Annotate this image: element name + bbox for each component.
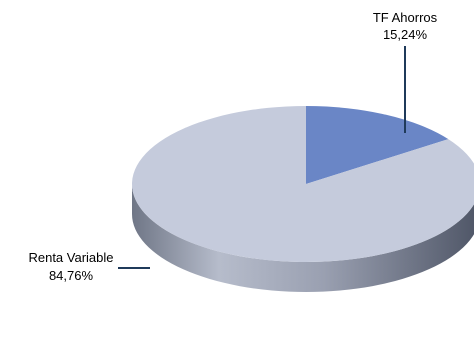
slice-value-tf-ahorros: 15,24% [383, 27, 428, 42]
pie-side-wall [132, 184, 474, 292]
slice-value-renta-variable: 84,76% [49, 268, 94, 283]
pie-leader-lines [118, 46, 406, 269]
slice-label-tf-ahorros: TF Ahorros [373, 10, 438, 25]
pie-top-face [132, 106, 474, 262]
slice-label-renta-variable: Renta Variable [28, 250, 113, 265]
pie-side-surface [132, 184, 474, 292]
pie-slice-renta-variable [132, 106, 474, 262]
pie-slice-tf-ahorros [306, 106, 449, 184]
